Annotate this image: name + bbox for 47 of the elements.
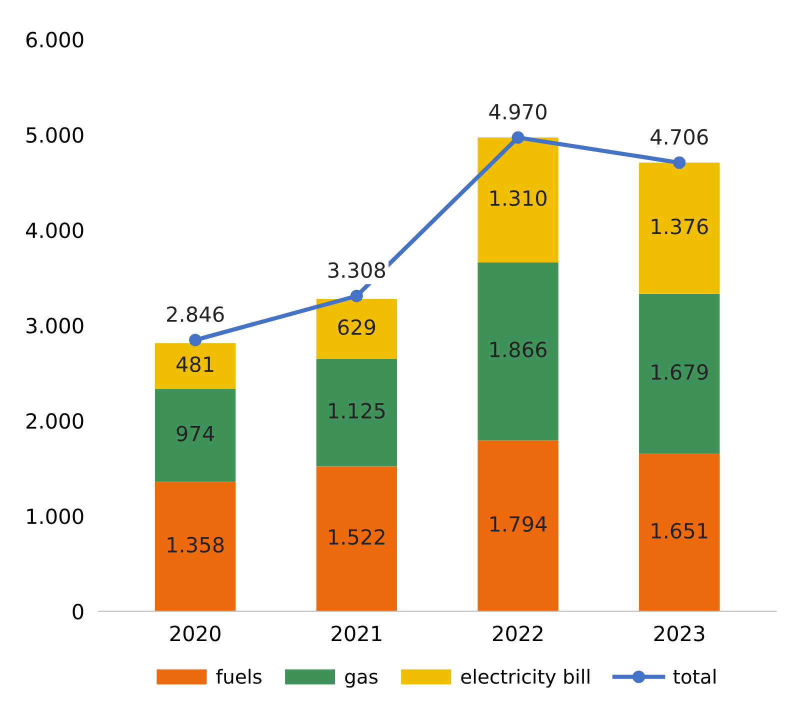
legend-label: electricity bill xyxy=(461,668,590,688)
legend-label: fuels xyxy=(216,668,262,684)
bar xyxy=(478,262,558,440)
data-label: 1.358 xyxy=(168,536,224,553)
y-tick-label: 5.000 xyxy=(26,127,84,143)
x-tick-label: 2020 xyxy=(170,626,220,642)
data-label: 1.651 xyxy=(652,522,708,539)
x-tick-label: 2022 xyxy=(493,626,542,642)
y-tick-label: 1.000 xyxy=(27,508,84,524)
bar xyxy=(316,299,397,359)
data-label: 1.522 xyxy=(329,529,384,545)
bar xyxy=(154,482,236,612)
bar xyxy=(316,466,397,612)
point xyxy=(673,156,686,169)
data-label: 1.794 xyxy=(490,516,547,532)
data-label: 2.846 xyxy=(167,306,224,322)
bar xyxy=(639,294,720,454)
data-label: 1.866 xyxy=(490,342,547,358)
y-tick-label: 0 xyxy=(72,604,84,620)
data-label: 3.308 xyxy=(328,262,386,278)
y-tick-label: 3.000 xyxy=(26,318,84,334)
data-label: 1.125 xyxy=(329,402,385,419)
x-tick-label: 2021 xyxy=(332,626,382,642)
bar xyxy=(639,162,720,294)
data-label: 629 xyxy=(338,319,376,336)
legend-label: gas xyxy=(345,672,378,688)
point xyxy=(350,290,363,302)
data-label: 974 xyxy=(176,426,214,442)
y-tick-label: 4.000 xyxy=(26,222,84,238)
data-label: 1.310 xyxy=(490,190,546,206)
bar xyxy=(478,138,558,262)
point xyxy=(189,334,202,346)
bar xyxy=(154,389,236,482)
legend-label: total xyxy=(673,668,716,684)
data-label: 4.706 xyxy=(650,129,708,145)
data-label: 1.679 xyxy=(652,364,708,380)
point xyxy=(512,131,524,144)
bar xyxy=(478,440,558,612)
bar xyxy=(154,343,236,390)
bar xyxy=(639,454,720,612)
data-label: 4.970 xyxy=(489,104,546,120)
bar xyxy=(316,358,397,466)
x-tick-label: 2023 xyxy=(654,626,704,642)
data-label: 481 xyxy=(176,356,214,372)
data-label: 1.376 xyxy=(652,218,708,234)
y-tick-label: 2.000 xyxy=(26,413,84,429)
y-tick-label: 6.000 xyxy=(26,32,84,48)
